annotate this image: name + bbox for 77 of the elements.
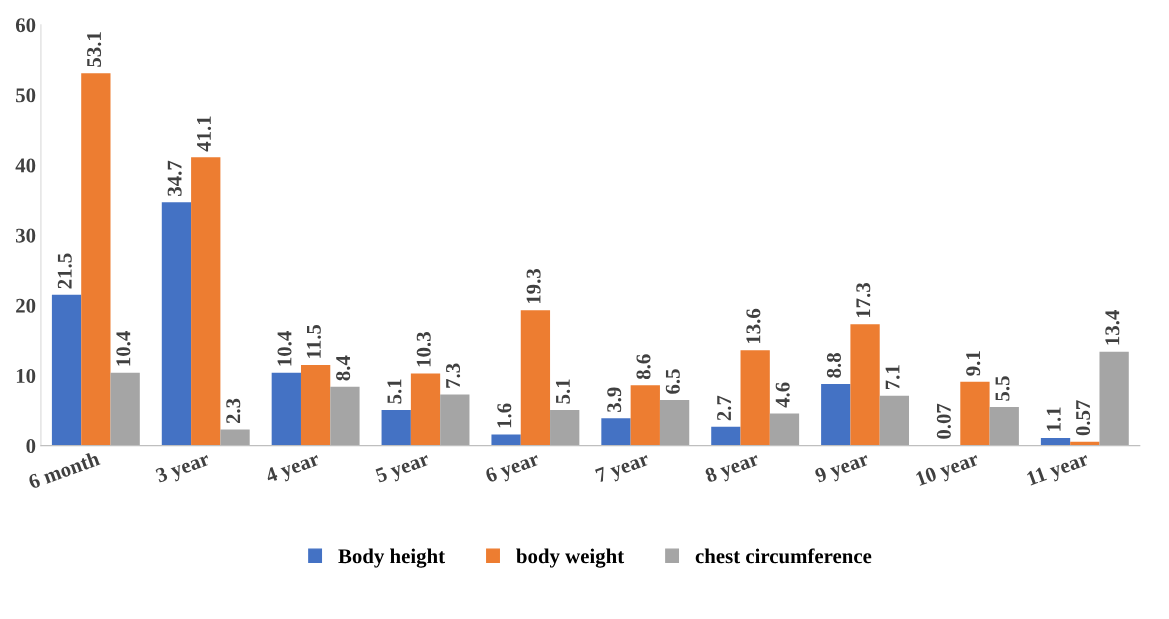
- bar: [300, 365, 331, 446]
- bar: [161, 202, 192, 446]
- x-tick-label: 10 year: [915, 451, 981, 491]
- data-label: 41.1: [197, 116, 212, 152]
- data-label: 1.6: [497, 403, 512, 428]
- data-label: 53.1: [87, 32, 102, 67]
- y-tick-label: 50: [16, 88, 36, 103]
- bar: [740, 350, 770, 446]
- x-tick-label: 6 year: [484, 451, 542, 487]
- bar: [989, 407, 1019, 446]
- y-tick-label: 60: [15, 18, 36, 33]
- bar: [110, 372, 140, 446]
- data-label: 4.6: [775, 382, 790, 408]
- y-tick-label: 30: [16, 228, 36, 243]
- bar: [191, 157, 221, 446]
- x-tick-label: 8 year: [704, 451, 762, 487]
- data-label: 8.6: [636, 354, 651, 380]
- data-label: 6.5: [665, 369, 680, 394]
- y-tick-label: 20: [16, 298, 36, 313]
- bar: [440, 394, 470, 446]
- bar: [81, 73, 111, 446]
- bar: [821, 383, 851, 446]
- bar: [220, 429, 250, 446]
- data-label: 17.3: [856, 283, 871, 318]
- data-label: 19.3: [526, 268, 541, 304]
- data-label: 8.4: [336, 355, 351, 381]
- data-label: 5.1: [387, 379, 402, 404]
- y-tick-label: 10: [16, 368, 36, 383]
- data-label: 10.3: [416, 332, 431, 367]
- bar: [550, 409, 580, 446]
- bar: [659, 400, 690, 446]
- data-label: 21.5: [57, 253, 72, 289]
- data-label: 7.1: [885, 365, 900, 390]
- y-tick-label: 0: [26, 439, 36, 454]
- bar: [601, 418, 631, 446]
- data-label: 10.4: [277, 331, 292, 366]
- data-label: 5.5: [995, 376, 1010, 401]
- data-label: 11.5: [306, 324, 321, 358]
- legend-label: Body height: [338, 548, 446, 568]
- x-tick-label: 9 year: [814, 451, 872, 487]
- data-label: 5.1: [555, 379, 571, 404]
- bar: [271, 372, 301, 446]
- data-label: 9.1: [966, 351, 981, 376]
- data-label: 1.1: [1046, 407, 1061, 431]
- bar: [330, 386, 360, 446]
- x-tick-label: 5 year: [374, 451, 432, 487]
- bar: [711, 426, 741, 446]
- bar: [491, 434, 521, 446]
- bar: [850, 324, 880, 446]
- bar: [960, 381, 990, 446]
- data-label: 2.3: [226, 398, 241, 424]
- bar: [410, 373, 441, 446]
- data-label: 3.9: [607, 387, 622, 412]
- bar: [1040, 437, 1071, 446]
- bar: [879, 395, 910, 446]
- x-tick-label: 11 year: [1026, 451, 1091, 490]
- x-tick-label: 7 year: [595, 451, 652, 487]
- x-tick-label: 3 year: [155, 451, 212, 487]
- bar: [769, 413, 800, 446]
- bar: [520, 310, 551, 446]
- data-label: 2.7: [717, 395, 732, 421]
- data-label: 0.07: [936, 403, 951, 439]
- data-label: 13.6: [746, 308, 761, 344]
- legend-label: chest circumference: [695, 548, 872, 564]
- x-tick-label: 4 year: [264, 451, 322, 487]
- data-label: 13.4: [1105, 310, 1120, 345]
- bar: [630, 385, 660, 446]
- data-label: 34.7: [167, 160, 182, 196]
- bar: [381, 409, 411, 446]
- data-label: 0.57: [1075, 400, 1091, 436]
- data-label: 10.4: [116, 331, 131, 366]
- bar: [51, 294, 82, 446]
- bar: [1099, 351, 1129, 446]
- y-tick-label: 40: [15, 158, 36, 173]
- data-label: 7.3: [446, 363, 461, 388]
- data-label: 8.8: [826, 353, 842, 378]
- legend-label: body weight: [516, 548, 625, 568]
